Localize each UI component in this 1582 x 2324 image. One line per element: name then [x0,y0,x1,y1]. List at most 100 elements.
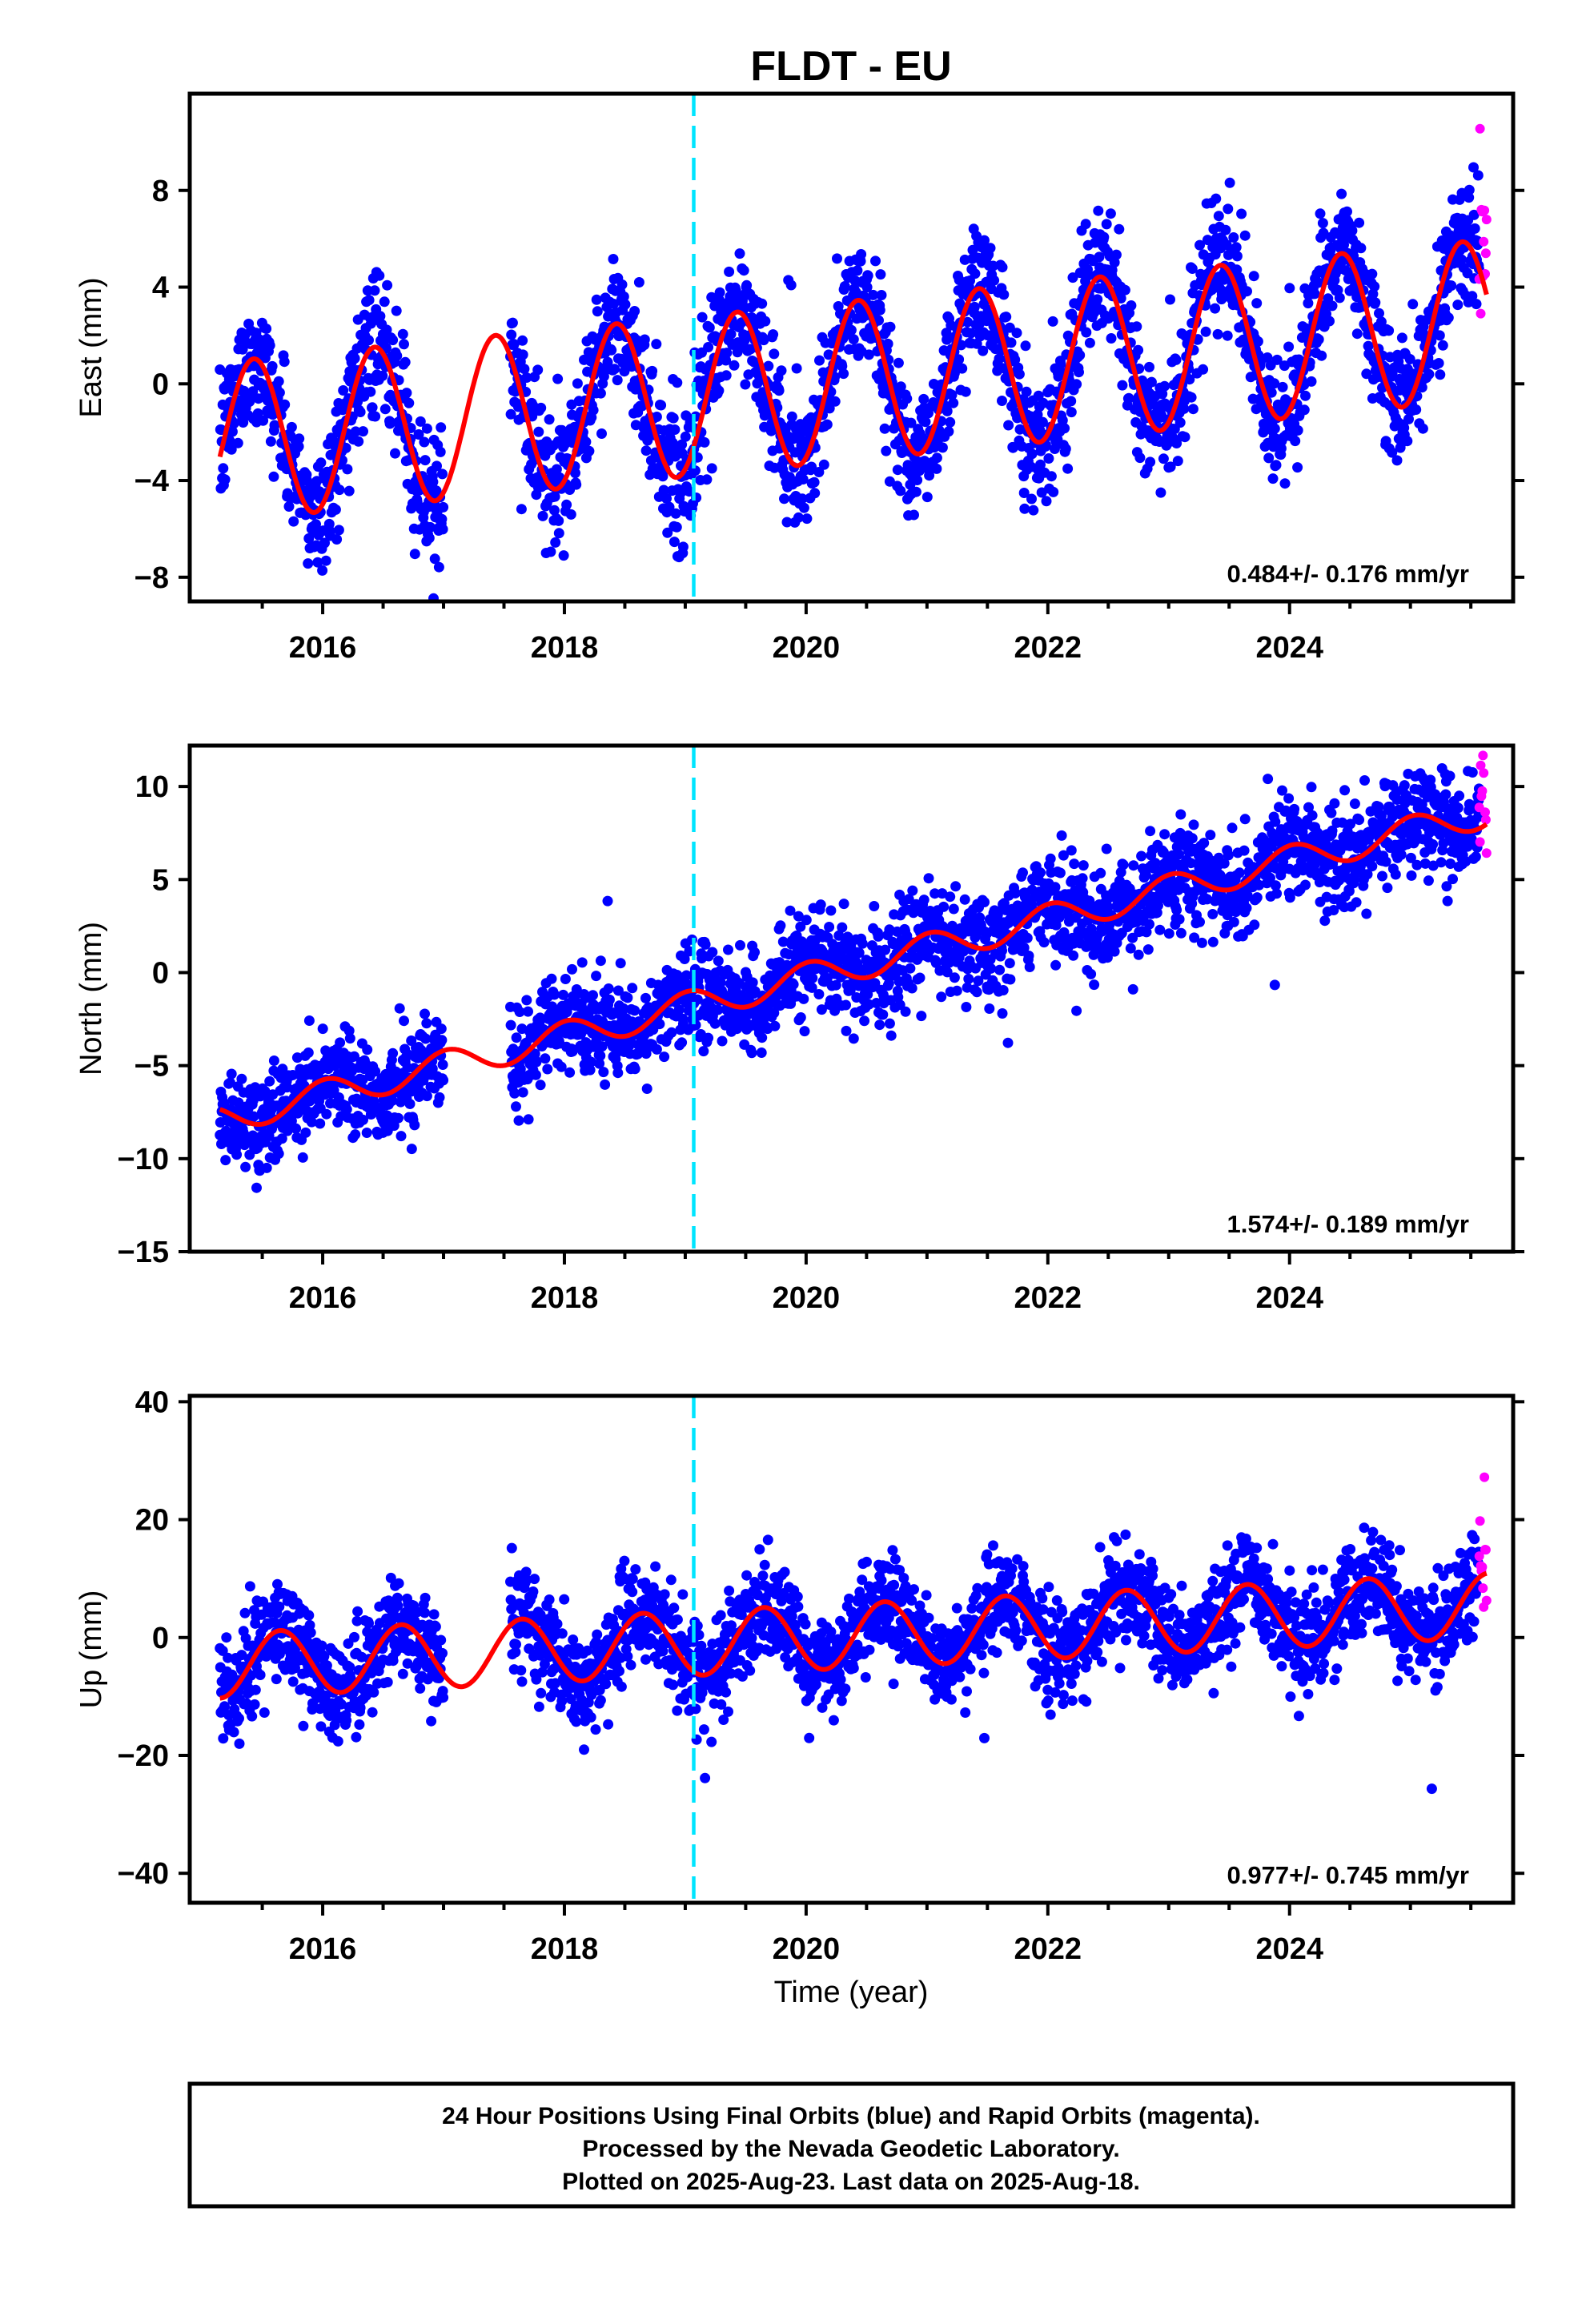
east-final-point [1303,298,1314,309]
east-final-point [962,316,974,328]
east-final-point [1252,336,1263,347]
east-final-point [437,468,448,480]
north-final-point [1150,858,1161,869]
east-final-point [1269,423,1280,434]
east-x-tick-label: 2022 [1014,631,1082,665]
east-final-point [1284,283,1295,294]
east-x-tick-label: 2024 [1255,631,1323,665]
east-final-point [435,446,446,457]
east-final-point [228,418,239,429]
north-final-point [869,901,880,911]
north-final-point [399,1015,409,1027]
north-final-point [1077,873,1088,884]
east-final-point [517,349,528,360]
east-final-point [966,328,977,339]
east-final-point [901,393,913,404]
north-final-point [509,1088,520,1099]
east-final-point [424,533,435,544]
east-final-point [1300,390,1311,401]
east-final-point [401,388,412,399]
north-final-point [1207,936,1219,947]
east-final-point [942,405,953,416]
east-final-point [1041,496,1052,507]
east-final-point [561,499,572,510]
north-final-point [885,1030,897,1041]
north-final-point [785,905,796,916]
east-final-point [382,279,393,291]
east-final-point [436,422,447,433]
east-final-point [606,344,617,356]
east-final-point [400,356,411,368]
north-final-point [700,939,711,950]
east-x-tick-label: 2016 [289,631,357,665]
east-final-point [714,287,725,298]
north-final-point [567,1046,578,1057]
east-final-point [1263,452,1275,464]
north-final-point [1058,927,1070,938]
north-final-point [602,895,613,907]
east-final-point [218,463,229,474]
east-final-point [355,407,366,417]
east-final-point [684,486,695,497]
east-final-point [856,249,867,259]
east-final-point [1114,223,1125,235]
east-final-point [553,515,564,526]
east-final-point [1242,286,1252,297]
east-final-point [670,508,681,519]
east-rapid-point [1475,123,1485,134]
east-final-point [353,436,364,447]
north-final-point [756,1047,767,1058]
north-final-point [514,1007,525,1017]
east-final-point [340,442,351,453]
east-final-point [1271,354,1283,365]
east-final-point [1266,387,1277,398]
east-final-point [797,474,809,485]
east-final-point [758,335,769,346]
east-final-point [725,328,737,340]
east-final-point [1309,288,1320,300]
east-final-point [1275,443,1287,454]
north-final-point [788,979,799,990]
east-final-point [1080,219,1091,230]
north-final-point [673,1004,685,1015]
north-final-point [709,1018,721,1029]
east-final-point [1354,217,1365,228]
east-final-point [1049,444,1060,454]
east-final-point [303,558,314,569]
east-final-point [424,521,436,533]
north-final-point [627,983,638,994]
east-final-point [773,385,785,396]
east-y-tick-label: −4 [135,464,169,498]
north-final-point [698,1046,709,1057]
north-final-point [341,1104,352,1115]
north-final-point [1284,892,1295,903]
east-final-point [1231,251,1243,262]
east-final-point [1223,203,1234,215]
east-final-point [832,253,842,264]
north-final-point [848,1033,859,1044]
east-final-point [1059,423,1070,434]
east-final-point [1251,298,1263,309]
north-final-point [769,1007,780,1019]
east-final-point [1172,456,1183,467]
east-final-point [863,349,874,360]
east-final-point [399,339,409,350]
east-final-point [1370,297,1381,308]
east-final-point [1019,503,1030,514]
east-final-point [274,387,285,398]
north-final-point [1219,858,1230,869]
east-final-point [1467,291,1478,302]
north-final-point [1351,897,1362,908]
north-final-point [505,1019,516,1031]
north-final-point [531,1056,542,1068]
north-final-point [877,1009,889,1020]
north-final-point [862,989,873,1000]
north-final-point [1349,798,1360,810]
east-y-tick-label: 4 [152,271,169,305]
east-final-point [1018,488,1030,498]
east-final-point [1236,208,1247,219]
north-final-point [859,1015,870,1027]
east-final-point [809,488,821,499]
east-final-point [630,420,641,431]
